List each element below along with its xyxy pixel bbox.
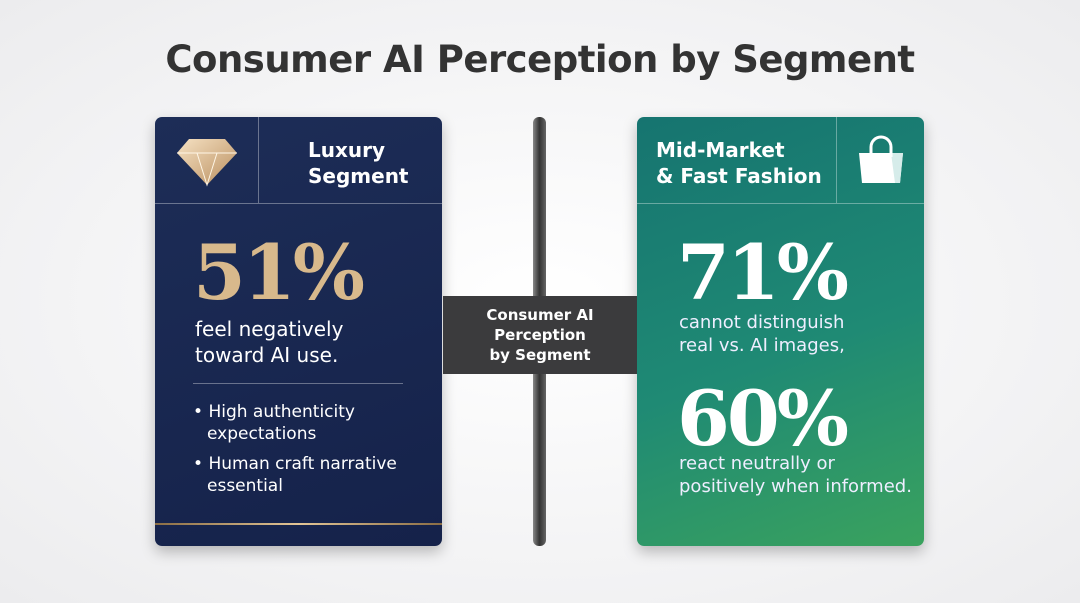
bullet: High authenticity (208, 402, 355, 422)
title: Consumer AI Perception by Segment (165, 38, 915, 81)
rule (258, 117, 259, 203)
description: toward AI use. (195, 343, 339, 367)
bullet: Human craft narrative (208, 454, 397, 474)
stat: 60% (677, 374, 849, 463)
bullet: expectations (207, 424, 317, 444)
heading: Luxury (308, 138, 386, 162)
description: feel negatively (195, 317, 344, 341)
mid-market-card: Mid-Market & Fast Fashion 71% cannot dis… (637, 117, 924, 546)
diamond-icon (177, 139, 237, 187)
description: positively when informed. (679, 476, 912, 497)
heading: & Fast Fashion (656, 164, 822, 188)
rule (193, 383, 403, 384)
description: cannot distinguish (679, 312, 845, 333)
rule (836, 117, 837, 203)
center-label-line: Consumer AI (486, 306, 594, 324)
bag-icon (859, 135, 903, 183)
center-label-line: by Segment (489, 346, 591, 364)
stat: 71% (677, 228, 849, 317)
heading: Mid-Market (656, 138, 785, 162)
center-label: Consumer AI Perception by Segment (443, 296, 637, 374)
stat: 51% (193, 228, 365, 317)
heading: Segment (308, 164, 409, 188)
description: react neutrally or (679, 453, 835, 474)
rule (155, 203, 442, 204)
bullet: essential (207, 476, 283, 496)
gold-rule (155, 523, 442, 525)
rule (637, 203, 924, 204)
description: real vs. AI images, (679, 335, 845, 356)
center-label-line: Perception (494, 326, 586, 344)
luxury-card: Luxury Segment 51% feel negatively towar… (155, 117, 442, 546)
